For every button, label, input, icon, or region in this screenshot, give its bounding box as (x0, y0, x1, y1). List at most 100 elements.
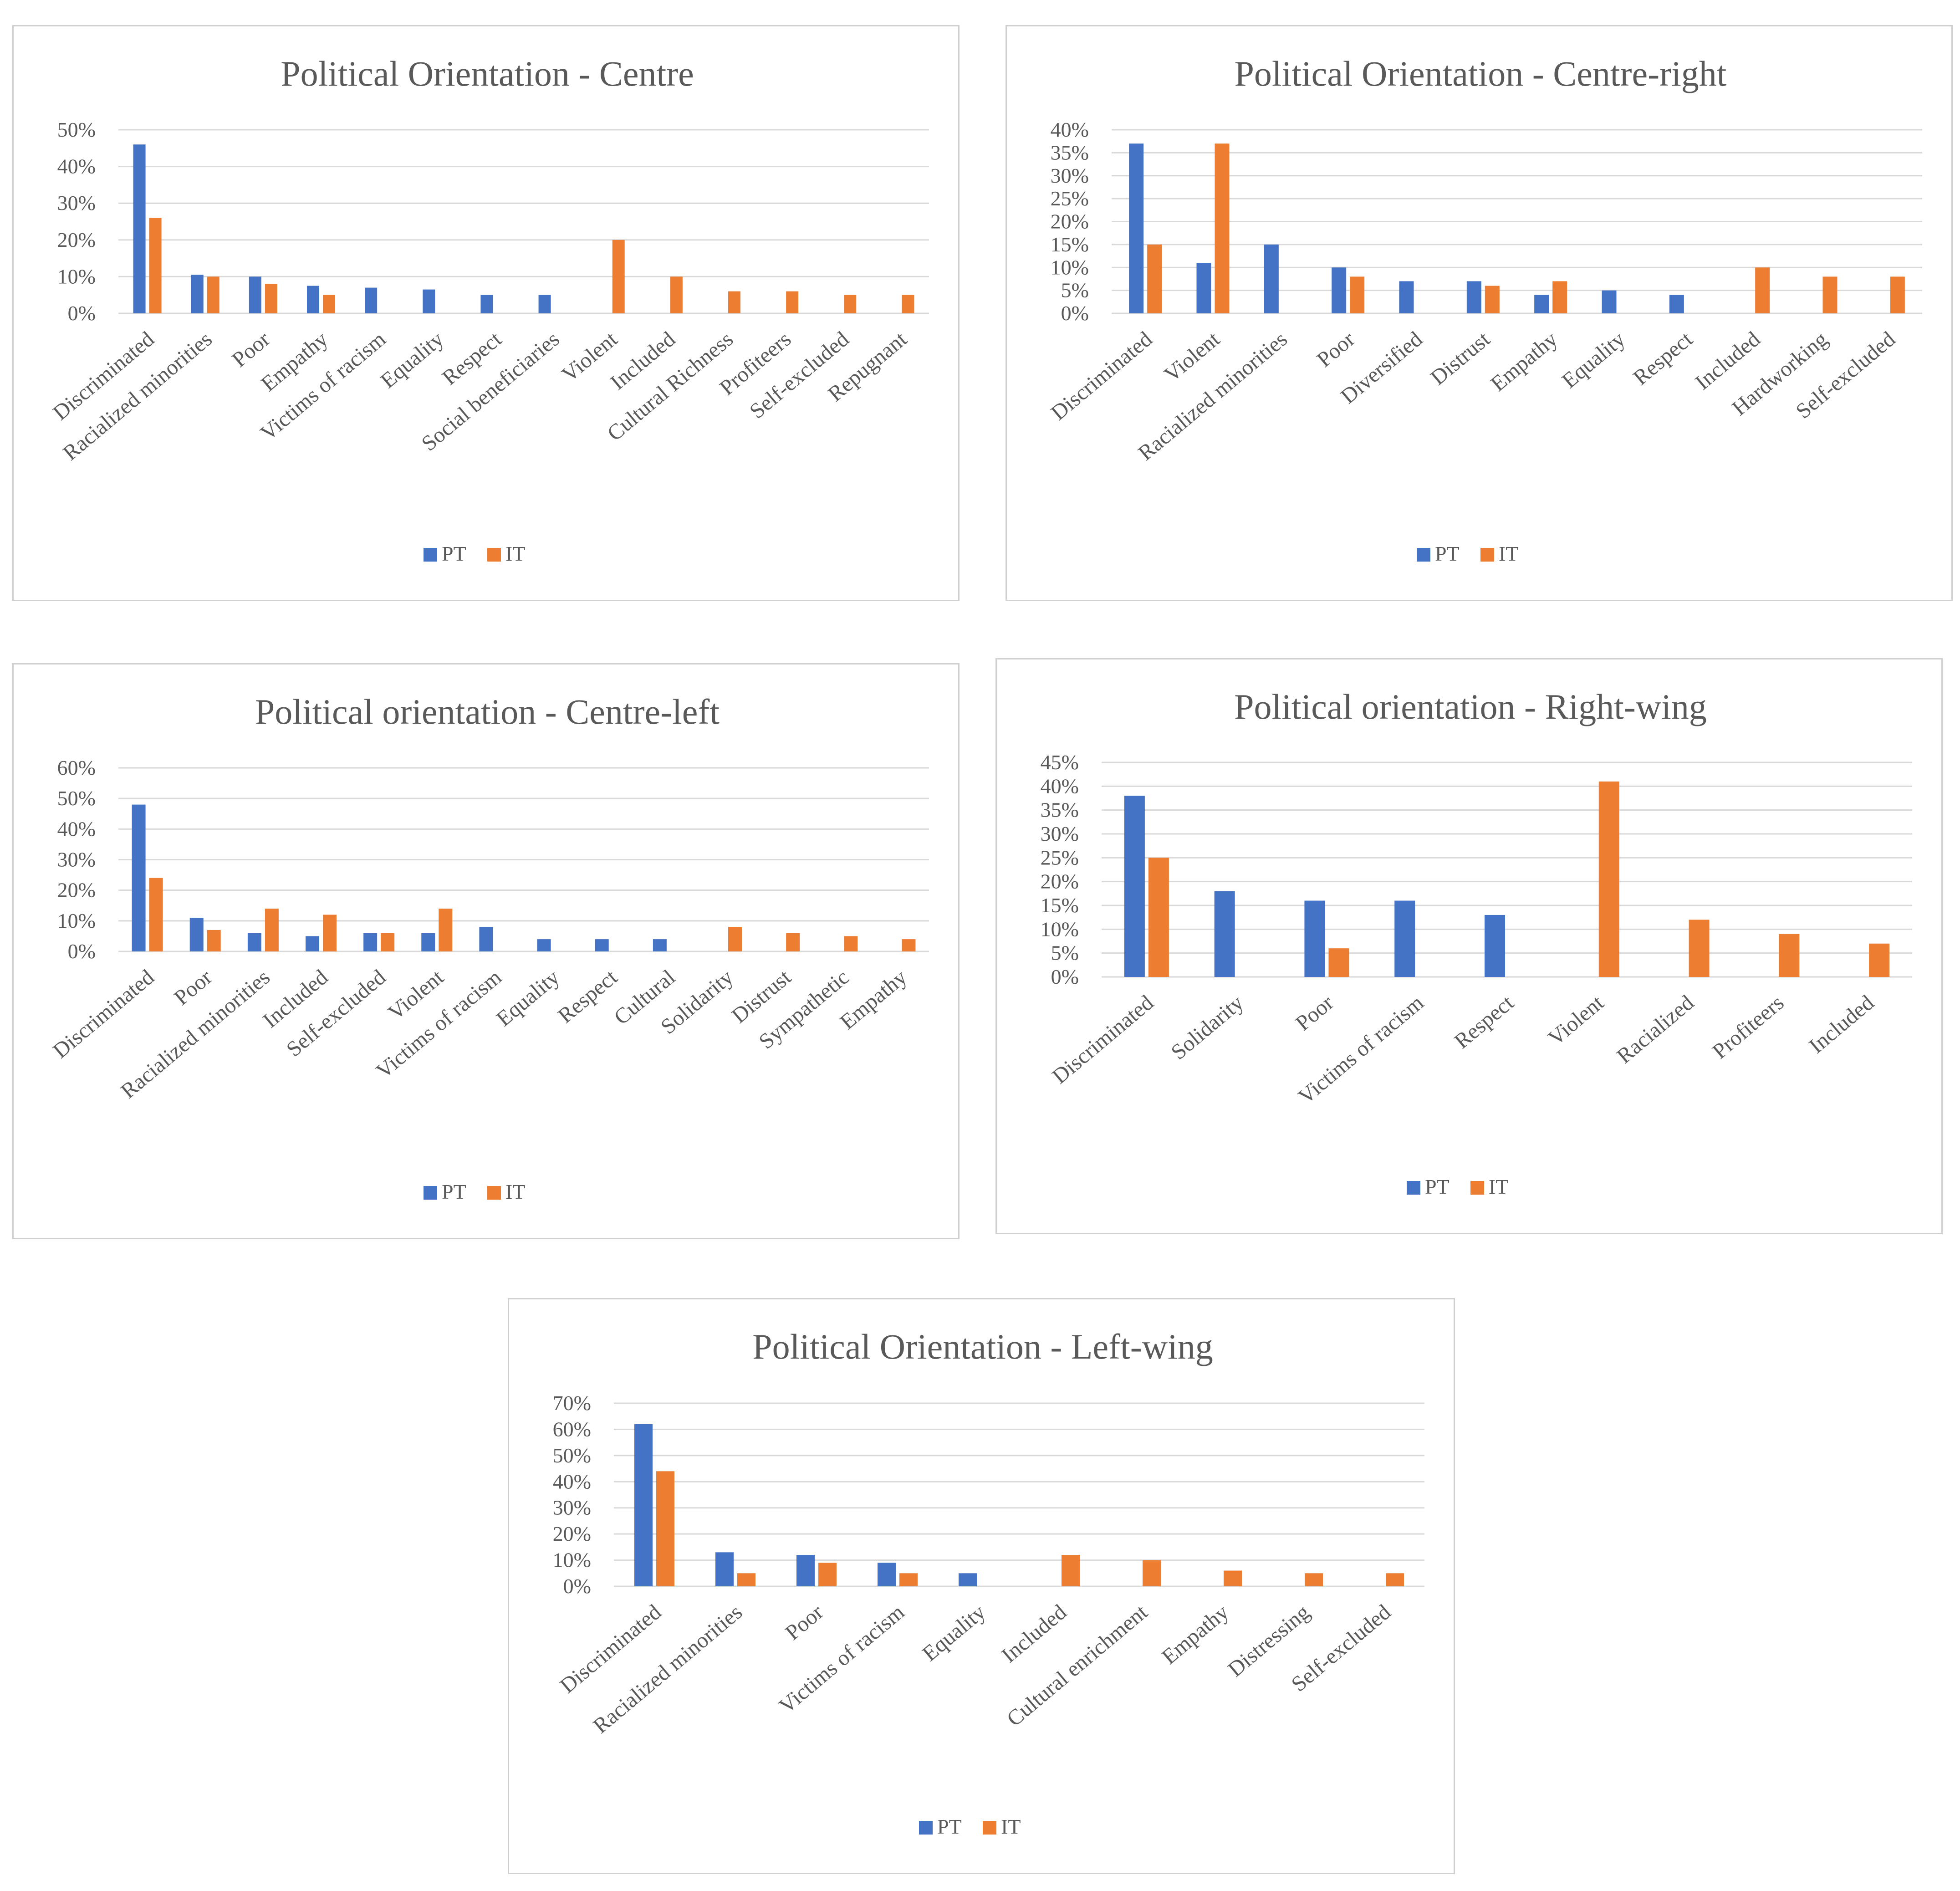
chart-svg: Political Orientation - Centre 0% 10% 20% 30… (48, 54, 929, 565)
y-tick-label: 20% (1041, 870, 1079, 893)
bar-pt-equality (959, 1573, 977, 1586)
legend-label-it: IT (1489, 1175, 1508, 1198)
y-tick-label: 30% (57, 848, 96, 871)
x-category-label: Distrust (1426, 327, 1495, 390)
bar-pt-diversified (1399, 281, 1414, 313)
y-tick-label: 60% (553, 1417, 591, 1441)
x-category-label: Equality (918, 1600, 990, 1666)
bar-pt-poor (189, 918, 204, 951)
y-tick-label: 35% (1041, 798, 1079, 822)
chart-svg: Political orientation - Centre-left 0% 10%… (48, 692, 929, 1203)
legend-swatch-pt (1417, 548, 1430, 562)
legend-label-pt: PT (1425, 1175, 1450, 1198)
y-tick-label: 70% (553, 1391, 591, 1415)
bar-pt-distrust (1466, 281, 1481, 313)
bar-pt-solidarity (1214, 891, 1235, 977)
bar-it-repugnant (902, 295, 914, 313)
y-tick-label: 10% (1051, 256, 1089, 279)
legend-swatch-it (983, 1821, 996, 1835)
y-tick-label: 20% (553, 1522, 591, 1545)
x-category-label: Solidarity (1167, 991, 1248, 1064)
bar-pt-self-excluded (363, 933, 378, 951)
bar-it-empathy (1552, 281, 1567, 313)
x-category-label: Empathy (1157, 1600, 1233, 1669)
bar-it-self-excluded (381, 933, 395, 951)
bar-it-poor (818, 1563, 837, 1586)
y-tick-label: 40% (553, 1470, 591, 1493)
legend-label-pt: PT (442, 1180, 466, 1203)
chart-panel-left-wing: Political Orientation - Left-wing 0% 10% 20… (508, 1298, 1455, 1874)
bar-it-empathy (323, 295, 335, 313)
bar-it-victims-of-racism (899, 1573, 918, 1586)
x-category-label: Discriminated (1048, 991, 1158, 1089)
x-category-label: Self-excluded (745, 327, 853, 424)
bar-it-empathy (1224, 1570, 1242, 1586)
chart-panel-centre: Political Orientation - Centre 0% 10% 20% 30… (12, 25, 960, 601)
bar-it-distrust (786, 933, 800, 951)
bar-pt-racialized-minorities (1264, 244, 1279, 313)
x-category-label: Violent (1544, 990, 1609, 1050)
bar-it-violent (1598, 781, 1619, 977)
bar-it-cultural-enrichment (1143, 1560, 1161, 1586)
x-category-label: Equality (492, 965, 564, 1031)
bar-it-empathy (902, 939, 916, 951)
legend-label-it: IT (505, 1180, 525, 1203)
bar-pt-respect (1669, 295, 1684, 313)
x-category-label: Self-excluded (282, 965, 390, 1062)
y-tick-label: 40% (1041, 774, 1079, 797)
y-tick-label: 15% (1051, 233, 1089, 256)
x-category-label: Respect (1628, 327, 1697, 390)
bar-pt-equality (423, 289, 435, 313)
x-category-label: Racialized minorities (589, 1600, 747, 1738)
y-tick-label: 50% (553, 1444, 591, 1467)
y-tick-label: 40% (1051, 118, 1089, 141)
legend-swatch-it (487, 1186, 501, 1200)
legend-swatch-pt (919, 1821, 933, 1835)
bar-pt-racialized-minorities (191, 275, 204, 313)
bar-it-included (323, 915, 337, 951)
bar-it-included (1062, 1555, 1080, 1586)
bar-it-discriminated (1147, 244, 1162, 313)
bar-pt-victims-of-racism (1394, 900, 1415, 977)
bar-pt-equality (1602, 290, 1617, 313)
bar-it-poor (1350, 276, 1365, 313)
chart-panel-right-wing: Political orientation - Right-wing 0% 5% 10… (995, 658, 1943, 1234)
bar-it-violent (1215, 143, 1230, 313)
y-tick-label: 0% (68, 940, 96, 963)
bar-it-violent (612, 240, 625, 313)
bar-it-self-excluded (844, 295, 857, 313)
legend-swatch-pt (424, 1186, 437, 1200)
x-category-label: Poor (227, 327, 275, 372)
bar-it-violent (439, 908, 453, 951)
bar-pt-victims-of-racism (479, 927, 493, 951)
legend-label-pt: PT (1435, 542, 1460, 565)
y-tick-label: 0% (563, 1574, 591, 1598)
y-tick-label: 30% (553, 1496, 591, 1519)
bar-it-poor (265, 284, 277, 313)
bar-it-included (1869, 943, 1890, 977)
bar-it-racialized-minorities (207, 276, 219, 313)
y-tick-label: 0% (1051, 965, 1079, 988)
y-tick-label: 15% (1041, 894, 1079, 917)
chart-title: Political orientation - Right-wing (1234, 687, 1707, 726)
bar-it-profiteers (786, 291, 799, 313)
legend-swatch-it (487, 548, 501, 562)
y-tick-label: 50% (57, 118, 96, 141)
chart-panel-centre-left: Political orientation - Centre-left 0% 10%… (12, 663, 960, 1239)
bar-pt-included (306, 936, 319, 951)
bar-pt-discriminated (133, 144, 146, 313)
y-tick-label: 10% (1041, 917, 1079, 940)
legend-swatch-pt (424, 548, 437, 562)
bar-it-distrust (1485, 286, 1500, 313)
chart-svg: Political Orientation - Centre-right 0%5%… (1046, 54, 1922, 565)
bar-pt-equality (537, 939, 551, 951)
y-tick-label: 60% (57, 756, 96, 779)
chart-title: Political Orientation - Centre-right (1235, 54, 1727, 93)
x-category-label: Respect (553, 965, 622, 1028)
bar-pt-racialized-minorities (715, 1552, 734, 1586)
y-tick-label: 5% (1061, 279, 1089, 302)
y-tick-label: 30% (1041, 822, 1079, 845)
y-tick-label: 10% (553, 1549, 591, 1572)
x-category-label: Poor (1312, 327, 1360, 372)
y-tick-label: 30% (1051, 164, 1089, 187)
